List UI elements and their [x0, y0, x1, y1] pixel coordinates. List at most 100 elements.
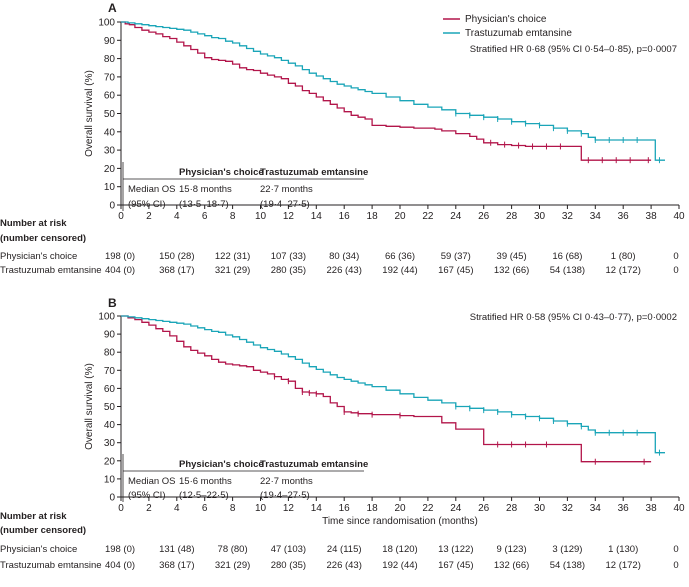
risk-value: 122 (31): [215, 251, 250, 262]
x-tick-label: 16: [339, 503, 351, 514]
x-tick-label: 16: [339, 211, 351, 222]
panel-label: B: [108, 296, 117, 310]
median-table-row-label: Median OS: [128, 184, 176, 195]
median-os-value: 15·6 months: [179, 476, 232, 487]
risk-value: 404 (0): [105, 560, 135, 571]
risk-value: 280 (35): [271, 265, 306, 276]
risk-value: 0: [673, 544, 678, 555]
x-tick-label: 8: [230, 211, 236, 222]
median-table-header: Trastuzumab emtansine: [260, 167, 368, 178]
x-tick-label: 12: [283, 503, 295, 514]
risk-value: 226 (43): [327, 560, 362, 571]
risk-value: 321 (29): [215, 560, 250, 571]
y-tick-label: 40: [104, 420, 116, 431]
legend-label: Physician's choice: [465, 14, 547, 25]
km-curve-trastuzumab-emtansine: [121, 21, 665, 161]
risk-table-subtitle: (number censored): [0, 525, 86, 536]
x-tick-label: 0: [118, 211, 124, 222]
median-table-header: Physician's choice: [179, 167, 264, 178]
risk-value: 280 (35): [271, 560, 306, 571]
risk-value: 9 (123): [497, 544, 527, 555]
x-tick-label: 32: [562, 211, 574, 222]
y-axis-label: Overall survival (%): [84, 363, 95, 450]
x-tick-label: 6: [202, 211, 208, 222]
median-table-row-label: (95% CI): [128, 199, 165, 210]
risk-table-title: Number at risk: [0, 511, 67, 522]
risk-row-label: Physician's choice: [0, 251, 77, 262]
x-tick-label: 14: [311, 503, 323, 514]
risk-value: 132 (66): [494, 265, 529, 276]
risk-value: 321 (29): [215, 265, 250, 276]
y-tick-label: 20: [104, 456, 116, 467]
risk-value: 131 (48): [159, 544, 194, 555]
hazard-ratio-text: Stratified HR 0·68 (95% CI 0·54–0·85), p…: [470, 44, 677, 55]
x-tick-label: 20: [394, 503, 406, 514]
risk-value: 404 (0): [105, 265, 135, 276]
x-axis-label: Time since randomisation (months): [322, 516, 478, 527]
median-os-value: 15·8 months: [179, 184, 232, 195]
risk-value: 80 (34): [329, 251, 359, 262]
median-os-ci: (12·5–22·5): [179, 490, 229, 501]
median-os-ci: (19·4–27·5): [260, 199, 310, 210]
risk-value: 368 (17): [159, 265, 194, 276]
x-tick-label: 18: [367, 503, 379, 514]
risk-value: 39 (45): [497, 251, 527, 262]
y-tick-label: 20: [104, 164, 116, 175]
x-tick-label: 20: [394, 211, 406, 222]
x-tick-label: 22: [422, 211, 434, 222]
y-tick-label: 30: [104, 438, 116, 449]
x-tick-label: 36: [618, 211, 630, 222]
km-curve-physicians-choice: [121, 315, 652, 463]
x-tick-label: 22: [422, 503, 434, 514]
risk-value: 0: [673, 251, 678, 262]
y-tick-label: 30: [104, 146, 116, 157]
x-tick-label: 38: [646, 503, 658, 514]
y-tick-label: 50: [104, 402, 116, 413]
y-tick-label: 40: [104, 127, 116, 138]
median-os-value: 22·7 months: [260, 476, 313, 487]
risk-table-subtitle: (number censored): [0, 233, 86, 244]
median-os-ci: (19·4–27·5): [260, 490, 310, 501]
x-tick-label: 4: [174, 503, 180, 514]
y-tick-label: 50: [104, 109, 116, 120]
x-tick-label: 2: [146, 503, 152, 514]
median-table-row-label: Median OS: [128, 476, 176, 487]
median-os-ci: (13·5–18·7): [179, 199, 229, 210]
x-tick-label: 40: [673, 211, 685, 222]
x-tick-label: 8: [230, 503, 236, 514]
risk-value: 132 (66): [494, 560, 529, 571]
x-tick-label: 40: [673, 503, 685, 514]
median-os-value: 22·7 months: [260, 184, 313, 195]
y-tick-label: 60: [104, 91, 116, 102]
legend-label: Trastuzumab emtansine: [465, 28, 572, 39]
risk-value: 167 (45): [438, 560, 473, 571]
y-tick-label: 90: [104, 330, 116, 341]
risk-value: 167 (45): [438, 265, 473, 276]
y-tick-label: 0: [109, 201, 115, 212]
median-table-row-label: (95% CI): [128, 490, 165, 501]
risk-value: 226 (43): [327, 265, 362, 276]
x-tick-label: 14: [311, 211, 323, 222]
risk-value: 66 (36): [385, 251, 415, 262]
risk-value: 54 (138): [550, 560, 585, 571]
risk-value: 0: [673, 560, 678, 571]
x-tick-label: 6: [202, 503, 208, 514]
x-tick-label: 28: [506, 211, 518, 222]
x-tick-label: 30: [534, 211, 546, 222]
risk-value: 78 (80): [218, 544, 248, 555]
km-curve-physicians-choice: [121, 21, 652, 161]
y-tick-label: 10: [104, 182, 116, 193]
y-tick-label: 100: [98, 18, 115, 29]
risk-value: 12 (172): [606, 560, 641, 571]
x-tick-label: 34: [590, 503, 602, 514]
km-curve-trastuzumab-emtansine: [121, 315, 665, 454]
risk-value: 3 (129): [552, 544, 582, 555]
y-tick-label: 0: [109, 493, 115, 504]
risk-value: 0: [673, 265, 678, 276]
x-tick-label: 28: [506, 503, 518, 514]
risk-value: 59 (37): [441, 251, 471, 262]
x-tick-label: 32: [562, 503, 574, 514]
